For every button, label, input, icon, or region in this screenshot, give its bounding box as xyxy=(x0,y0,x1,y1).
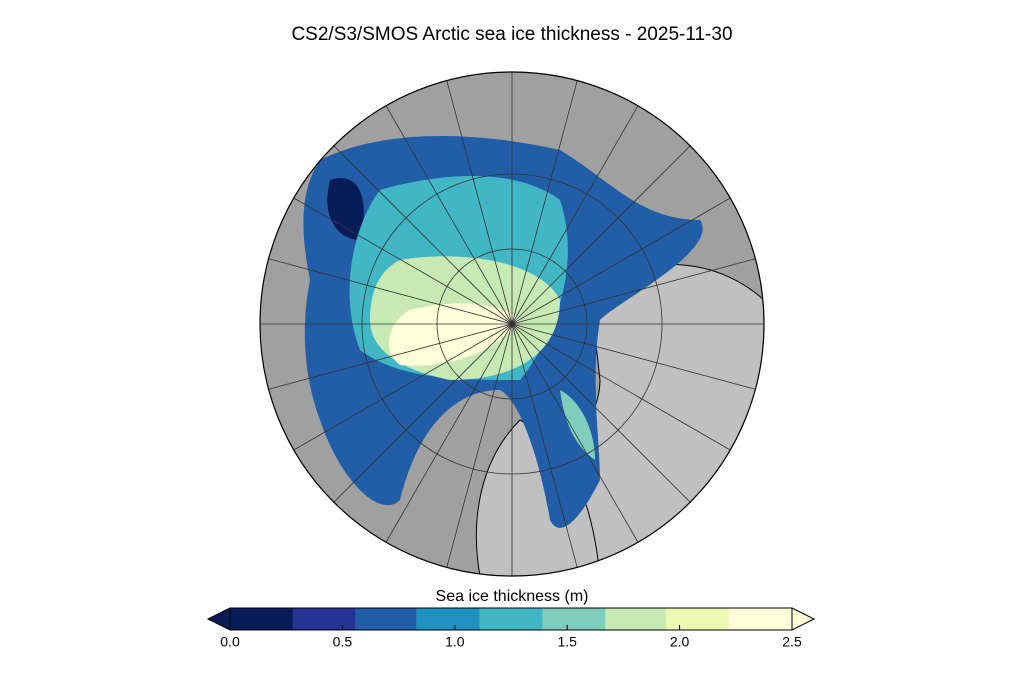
meridian xyxy=(293,197,513,325)
colorbar-tick-label: 2.5 xyxy=(782,634,802,650)
ice-region xyxy=(560,390,595,460)
ice-region xyxy=(327,178,364,240)
meridian xyxy=(511,258,756,325)
colorbar-label: Sea ice thickness (m) xyxy=(436,588,589,605)
map xyxy=(260,72,764,576)
colorbar-tick-label: 0.5 xyxy=(333,634,353,650)
colorbar-tick-label: 1.0 xyxy=(445,634,465,650)
meridian xyxy=(268,323,513,390)
colorbar-segment xyxy=(729,608,792,630)
meridian xyxy=(511,145,691,325)
meridian xyxy=(511,323,731,451)
ice-region xyxy=(389,303,520,366)
colorbar-segment xyxy=(355,608,417,630)
colorbar-extend-low xyxy=(206,607,231,631)
meridian xyxy=(333,145,513,325)
colorbar-segment xyxy=(542,608,606,630)
colorbar-segment xyxy=(230,608,293,630)
map-border xyxy=(259,71,765,577)
meridian xyxy=(511,80,578,325)
meridian xyxy=(268,258,513,325)
meridian xyxy=(511,323,578,568)
colorbar-segment xyxy=(479,608,543,630)
colorbar-segment xyxy=(292,608,356,630)
colorbar-tick-label: 0.0 xyxy=(220,634,240,650)
graticule xyxy=(260,72,764,576)
meridian xyxy=(511,105,639,325)
colorbar-extend-high xyxy=(791,607,816,631)
colorbar-tick-label: 1.5 xyxy=(557,634,577,650)
map-title: CS2/S3/SMOS Arctic sea ice thickness - 2… xyxy=(291,24,732,45)
meridian xyxy=(511,197,731,325)
colorbar-tick-label: 2.0 xyxy=(670,634,690,650)
meridian xyxy=(511,323,756,390)
colorbar-segment xyxy=(416,608,480,630)
meridian xyxy=(511,323,639,543)
meridian xyxy=(385,105,513,325)
colorbar-segment xyxy=(666,608,730,630)
meridian xyxy=(446,80,513,325)
meridian xyxy=(446,323,513,568)
meridian xyxy=(293,323,513,451)
meridian xyxy=(333,323,513,503)
colorbar-frame xyxy=(229,607,793,631)
meridian xyxy=(385,323,513,543)
colorbar-segment xyxy=(605,608,667,630)
meridian xyxy=(511,323,691,503)
